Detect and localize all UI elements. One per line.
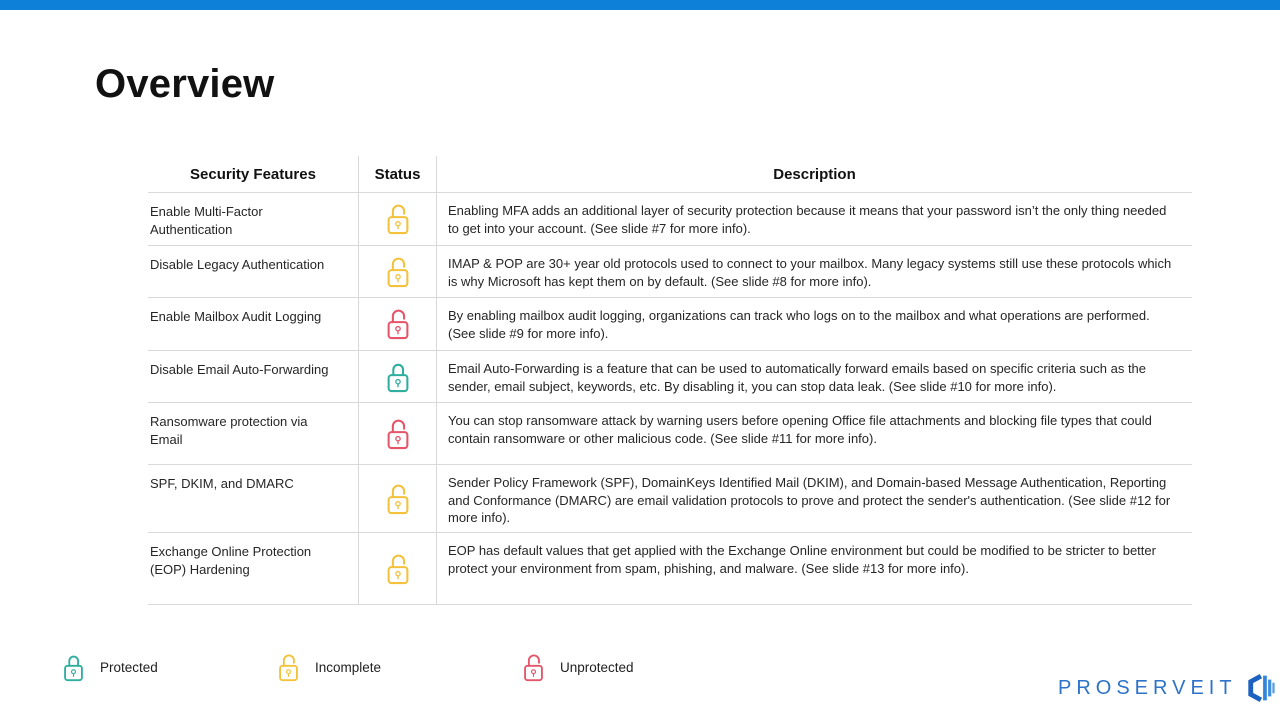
status-cell xyxy=(358,533,437,604)
protected-lock-icon xyxy=(383,359,413,395)
feature-description: You can stop ransomware attack by warnin… xyxy=(448,413,1152,446)
unprotected-lock-icon xyxy=(520,651,547,684)
page-title: Overview xyxy=(95,62,275,106)
table-row: Enable Mailbox Audit Logging By enabling… xyxy=(148,298,1192,351)
status-cell xyxy=(358,403,437,464)
status-cell xyxy=(358,351,437,402)
table-row: Exchange Online Protection (EOP) Hardeni… xyxy=(148,533,1192,605)
logo-text: PROSERVEIT xyxy=(1058,676,1237,699)
feature-name: Enable Mailbox Audit Logging xyxy=(150,309,322,324)
table-body: Enable Multi-Factor Authentication Enabl… xyxy=(148,193,1192,605)
legend-label: Incomplete xyxy=(315,659,382,675)
feature-name: Enable Multi-Factor Authentication xyxy=(150,204,263,237)
feature-name: Exchange Online Protection (EOP) Hardeni… xyxy=(150,544,312,577)
feature-name: Disable Email Auto-Forwarding xyxy=(150,362,329,377)
legend-label: Unprotected xyxy=(560,659,634,675)
table-row: Disable Email Auto-Forwarding Email Auto… xyxy=(148,351,1192,403)
table-row: SPF, DKIM, and DMARC Sender Policy Frame… xyxy=(148,465,1192,533)
table-header-row: Security Features Status Description xyxy=(148,156,1192,193)
table-row: Ransomware protection via Email You can … xyxy=(148,403,1192,465)
legend-label: Protected xyxy=(100,659,158,675)
legend-item: Protected xyxy=(60,648,158,686)
status-cell xyxy=(358,246,437,297)
feature-description: Enabling MFA adds an additional layer of… xyxy=(448,203,1167,236)
feature-description: By enabling mailbox audit logging, organ… xyxy=(448,308,1150,341)
legend-item: Incomplete xyxy=(275,648,381,686)
feature-name: Ransomware protection via Email xyxy=(150,414,308,447)
unprotected-lock-icon xyxy=(383,306,413,342)
feature-name: Disable Legacy Authentication xyxy=(150,257,325,272)
status-cell xyxy=(358,193,437,245)
table-row: Disable Legacy Authentication IMAP & POP… xyxy=(148,246,1192,298)
proserveit-cube-icon xyxy=(1245,671,1275,705)
legend-item: Unprotected xyxy=(520,648,634,686)
incomplete-lock-icon xyxy=(383,201,413,237)
feature-description: Sender Policy Framework (SPF), DomainKey… xyxy=(448,475,1171,525)
incomplete-lock-icon xyxy=(383,481,413,517)
status-cell xyxy=(358,465,437,532)
unprotected-lock-icon xyxy=(383,416,413,452)
status-cell xyxy=(358,298,437,350)
column-header-description: Description xyxy=(773,165,856,183)
column-header-status: Status xyxy=(358,156,437,192)
column-header-security-features: Security Features xyxy=(190,165,316,183)
feature-description: IMAP & POP are 30+ year old protocols us… xyxy=(448,256,1172,289)
feature-name: SPF, DKIM, and DMARC xyxy=(150,476,294,491)
table-row: Enable Multi-Factor Authentication Enabl… xyxy=(148,193,1192,246)
incomplete-lock-icon xyxy=(383,254,413,290)
proserveit-logo: PROSERVEIT xyxy=(1058,668,1275,708)
security-features-table: Security Features Status Description Ena… xyxy=(148,156,1192,605)
incomplete-lock-icon xyxy=(275,651,302,684)
top-accent-bar xyxy=(0,0,1280,10)
feature-description: Email Auto-Forwarding is a feature that … xyxy=(448,361,1147,394)
feature-description: EOP has default values that get applied … xyxy=(448,543,1156,576)
incomplete-lock-icon xyxy=(383,551,413,587)
protected-lock-icon xyxy=(60,651,87,684)
